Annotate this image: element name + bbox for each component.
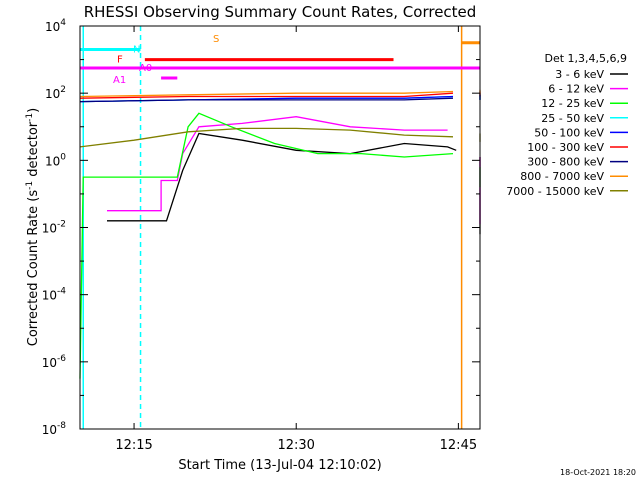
y-tick-label-6: 10-8 — [42, 421, 67, 437]
legend-label-6: 300 - 800 keV — [527, 156, 604, 169]
legend-label-1: 6 - 12 keV — [548, 83, 604, 96]
chart-title: RHESSI Observing Summary Count Rates, Co… — [84, 3, 477, 21]
legend-title: Det 1,3,4,5,6,9 — [544, 52, 627, 65]
series-line-8-seg1 — [79, 127, 454, 148]
y-axis-label: Corrected Count Rate (s-1 detector-1) — [25, 108, 41, 346]
flag-label-a1: A1 — [113, 75, 126, 86]
legend-label-5: 100 - 300 keV — [527, 141, 604, 154]
x-axis-label: Start Time (13-Jul-04 12:10:02) — [178, 458, 381, 473]
legend-label-4: 50 - 100 keV — [534, 126, 604, 139]
flag-label-n: N — [133, 45, 140, 56]
y-axis-ticks: 104 102 100 10-2 10-4 10-6 10-8 — [42, 18, 480, 437]
flag-label-a0: A0 — [139, 63, 152, 74]
y-tick-label-4: 10-4 — [42, 287, 67, 303]
legend-label-0: 3 - 6 keV — [555, 68, 604, 81]
series-line-5-seg1 — [79, 92, 454, 99]
timestamp: 18-Oct-2021 18:20 — [560, 468, 636, 477]
y-tick-label-2: 100 — [45, 152, 66, 168]
x-axis-ticks: 12:15 12:30 12:45 — [115, 26, 477, 453]
series-line-2-seg1 — [79, 112, 454, 379]
legend-label-7: 800 - 7000 keV — [520, 170, 604, 183]
x-tick-label-0: 12:15 — [115, 438, 152, 453]
flag-label-f: F — [117, 55, 123, 66]
series-line-0-seg1 — [107, 132, 457, 222]
y-tick-label-1: 102 — [45, 85, 66, 101]
y-tick-label-3: 10-2 — [42, 220, 66, 236]
legend-label-3: 25 - 50 keV — [541, 112, 604, 125]
x-tick-label-1: 12:30 — [277, 438, 314, 453]
y-tick-label-5: 10-6 — [42, 354, 67, 370]
y-tick-label-0: 104 — [45, 18, 66, 34]
series-line-6-seg1 — [79, 97, 454, 103]
legend-label-2: 12 - 25 keV — [541, 97, 604, 110]
flag-label-s: S — [213, 34, 219, 45]
x-tick-label-2: 12:45 — [440, 438, 477, 453]
flag-bars: N S F A0 A1 — [80, 34, 480, 86]
series-line-1-seg1 — [107, 116, 448, 212]
legend-label-8: 7000 - 15000 keV — [506, 185, 604, 198]
series-line-7-seg1 — [79, 90, 454, 98]
